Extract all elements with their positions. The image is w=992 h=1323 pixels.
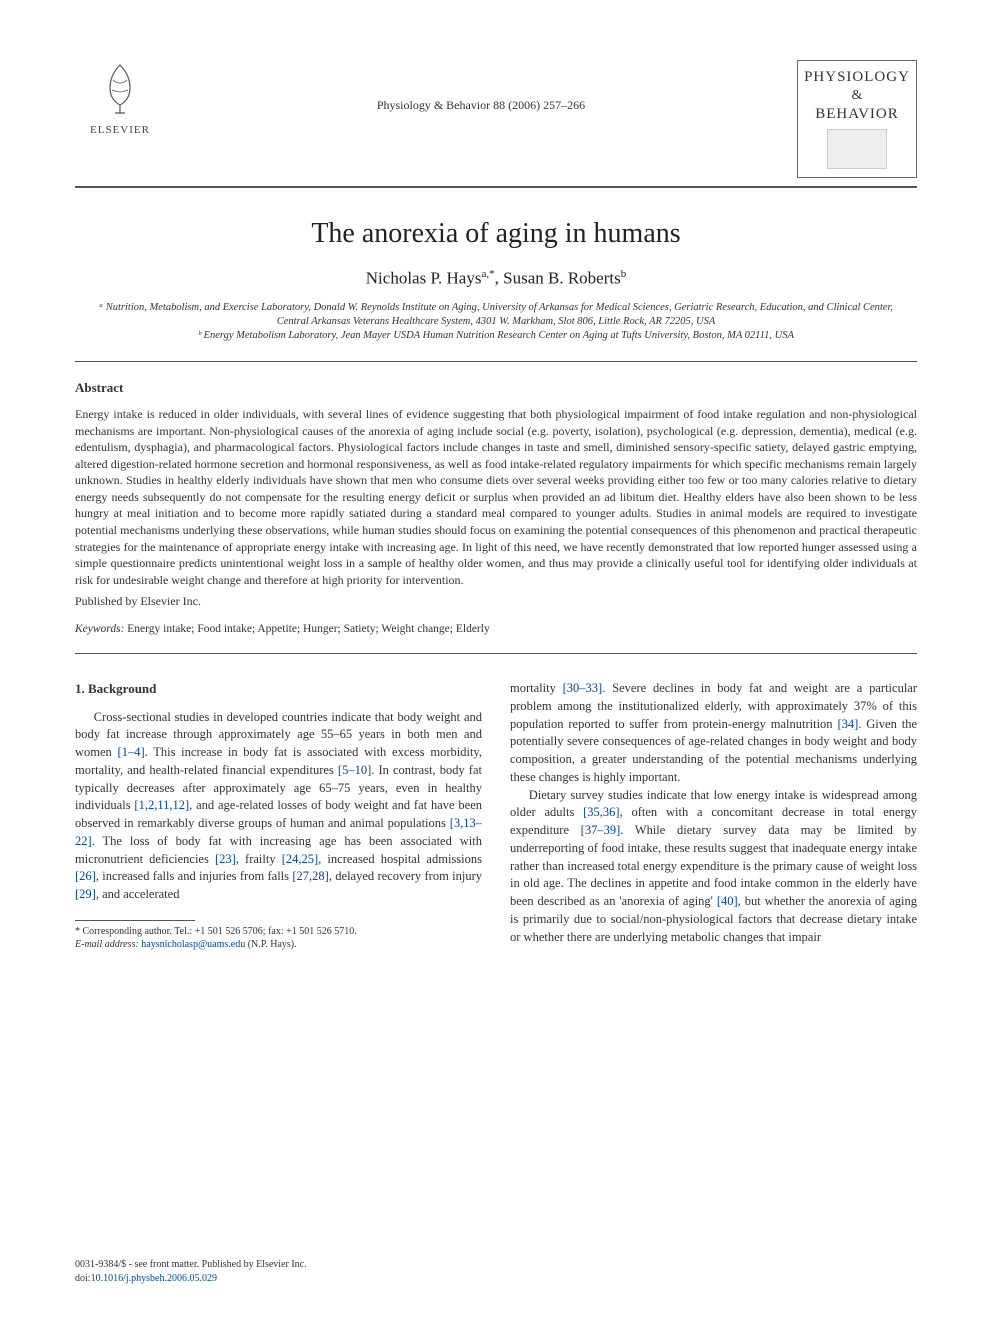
journal-reference: Physiology & Behavior 88 (2006) 257–266 (165, 60, 797, 113)
citation-link[interactable]: [35,36] (583, 805, 619, 819)
abstract-publisher-line: Published by Elsevier Inc. (75, 594, 917, 609)
paper-title: The anorexia of aging in humans (75, 218, 917, 250)
author-b: Susan B. Roberts (503, 269, 621, 288)
citation-link[interactable]: [29] (75, 887, 96, 901)
doi-link[interactable]: 10.1016/j.physbeh.2006.05.029 (91, 1273, 217, 1284)
doi-line: doi:10.1016/j.physbeh.2006.05.029 (75, 1272, 307, 1286)
author-separator: , (495, 269, 504, 288)
citation-link[interactable]: [40] (717, 894, 738, 908)
journal-name-amp: & (804, 88, 910, 104)
affiliation-a: ᵃ Nutrition, Metabolism, and Exercise La… (95, 301, 897, 329)
citation-link[interactable]: [1–4] (118, 745, 145, 759)
citation-link[interactable]: [30–33] (563, 681, 603, 695)
citation-link[interactable]: [1,2,11,12] (134, 798, 189, 812)
author-b-affil: b (621, 268, 627, 280)
right-column: mortality [30–33]. Severe declines in bo… (510, 680, 917, 952)
doi-prefix: doi: (75, 1273, 91, 1284)
footnote-email-label: E-mail address: (75, 939, 139, 950)
keywords-label: Keywords: (75, 623, 124, 635)
author-a-affil: a,* (481, 268, 494, 280)
footnote-email-link[interactable]: haysnicholasp@uams.edu (141, 939, 245, 950)
citation-link[interactable]: [23] (215, 852, 236, 866)
section-1-para-1: Cross-sectional studies in developed cou… (75, 709, 482, 904)
elsevier-tree-icon (95, 60, 145, 115)
affiliations: ᵃ Nutrition, Metabolism, and Exercise La… (75, 301, 917, 344)
footnote-email-suffix: (N.P. Hays). (248, 939, 297, 950)
affiliation-b: ᵇ Energy Metabolism Laboratory, Jean May… (95, 329, 897, 343)
footnote-rule (75, 920, 195, 921)
body-text: mortality (510, 681, 563, 695)
keywords-list: Energy intake; Food intake; Appetite; Hu… (127, 623, 489, 635)
page-bottom-meta: 0031-9384/$ - see front matter. Publishe… (75, 1258, 307, 1285)
journal-title-box: PHYSIOLOGY & BEHAVIOR (797, 60, 917, 178)
body-columns: 1. Background Cross-sectional studies in… (75, 680, 917, 952)
corresponding-author-footnote: * Corresponding author. Tel.: +1 501 526… (75, 925, 482, 952)
footnote-contact: * Corresponding author. Tel.: +1 501 526… (75, 925, 482, 939)
section-1-para-1-cont: mortality [30–33]. Severe declines in bo… (510, 680, 917, 787)
body-text: , increased hospital admissions (318, 852, 482, 866)
section-1-para-2: Dietary survey studies indicate that low… (510, 787, 917, 947)
citation-link[interactable]: [24,25] (282, 852, 318, 866)
publisher-logo: ELSEVIER (75, 60, 165, 136)
citation-link[interactable]: [34] (837, 717, 858, 731)
copyright-line: 0031-9384/$ - see front matter. Publishe… (75, 1258, 307, 1272)
body-text: , increased falls and injuries from fall… (96, 869, 293, 883)
journal-cover-thumb (827, 129, 887, 169)
section-1-heading: 1. Background (75, 680, 482, 698)
page-header: ELSEVIER Physiology & Behavior 88 (2006)… (75, 60, 917, 178)
author-a: Nicholas P. Hays (366, 269, 482, 288)
abstract-heading: Abstract (75, 380, 917, 396)
citation-link[interactable]: [27,28] (292, 869, 328, 883)
journal-name-line2: BEHAVIOR (804, 106, 910, 123)
keywords: Keywords: Energy intake; Food intake; Ap… (75, 623, 917, 635)
publisher-name: ELSEVIER (75, 124, 165, 136)
abstract-body: Energy intake is reduced in older indivi… (75, 406, 917, 588)
journal-name-line1: PHYSIOLOGY (804, 69, 910, 86)
abstract-bottom-rule (75, 653, 917, 654)
body-text: , delayed recovery from injury (329, 869, 482, 883)
footnote-email-line: E-mail address: haysnicholasp@uams.edu (… (75, 938, 482, 952)
author-list: Nicholas P. Haysa,*, Susan B. Robertsb (75, 268, 917, 289)
abstract-top-rule (75, 361, 917, 362)
left-column: 1. Background Cross-sectional studies in… (75, 680, 482, 952)
citation-link[interactable]: [37–39] (581, 823, 621, 837)
citation-link[interactable]: [5–10] (338, 763, 371, 777)
citation-link[interactable]: [26] (75, 869, 96, 883)
header-rule (75, 186, 917, 188)
body-text: , and accelerated (96, 887, 180, 901)
body-text: , frailty (236, 852, 282, 866)
